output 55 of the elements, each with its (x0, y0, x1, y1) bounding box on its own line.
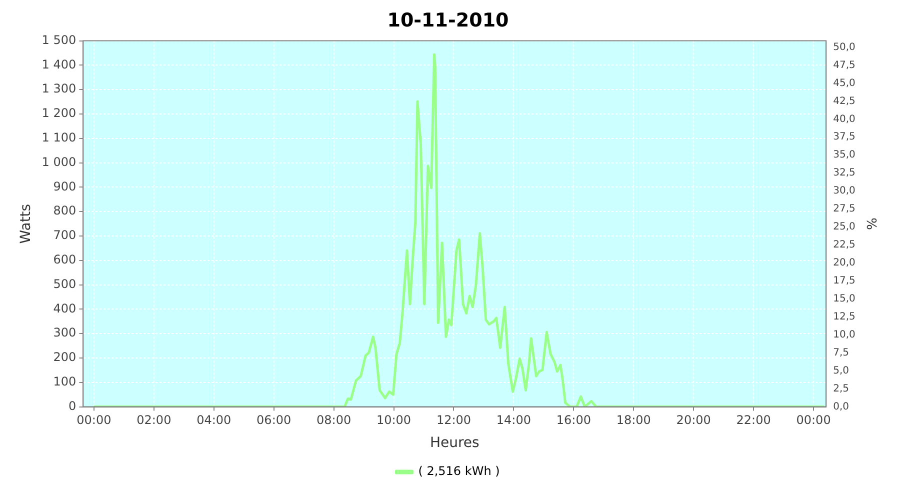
y-tick-label: 1 000 (42, 154, 76, 169)
y-tick-label: 700 (53, 228, 76, 242)
y2-tick-label: 10,0 (833, 329, 856, 340)
y2-tick-label: 5,0 (833, 365, 850, 376)
x-tick-label: 04:00 (196, 413, 232, 428)
y2-tick-label: 37,5 (833, 132, 856, 143)
y2-tick-label: 0,0 (833, 401, 850, 412)
x-axis-title: Heures (430, 435, 480, 452)
y2-tick-label: 22,5 (833, 240, 856, 251)
x-tick-label: 16:00 (556, 413, 591, 428)
y2-tick-label: 17,5 (833, 276, 856, 287)
y-axis-title: Watts (18, 204, 34, 244)
legend-label: ( 2,516 kWh ) (418, 464, 500, 478)
y-tick-label: 800 (53, 204, 76, 218)
y2-tick-label: 15,0 (833, 294, 856, 305)
y-tick-label: 600 (53, 252, 76, 267)
y-tick-label: 500 (53, 276, 76, 291)
x-tick-label: 10:00 (376, 413, 412, 428)
y-tick-label: 1 100 (42, 130, 76, 145)
y-tick-label: 200 (53, 350, 76, 364)
y2-tick-label: 45,0 (833, 78, 856, 89)
x-tick-label: 06:00 (256, 413, 292, 428)
x-tick-label: 14:00 (496, 413, 532, 428)
x-tick-label: 20:00 (676, 413, 711, 428)
y2-axis-title: % (862, 218, 878, 230)
x-tick-label: 12:00 (436, 413, 472, 428)
x-tick-label: 08:00 (316, 413, 352, 428)
chart-title: 10-11-2010 (387, 9, 509, 32)
x-tick-label: 00:00 (796, 413, 831, 428)
y-tick-label: 0 (68, 398, 76, 413)
y2-tick-label: 2,5 (833, 383, 850, 394)
y2-tick-label: 35,0 (833, 150, 856, 161)
y-tick-label: 400 (53, 301, 76, 316)
y2-tick-label: 12,5 (833, 312, 856, 323)
y2-tick-label: 40,0 (833, 114, 856, 125)
y2-tick-label: 20,0 (833, 258, 856, 269)
y2-tick-label: 30,0 (833, 186, 856, 197)
y2-tick-label: 27,5 (833, 204, 856, 215)
y2-tick-label: 25,0 (833, 222, 856, 233)
y-tick-label: 1 500 (42, 32, 76, 47)
y-tick-label: 1 400 (42, 57, 76, 72)
y-tick-label: 300 (53, 326, 76, 340)
y2-tick-label: 7,5 (833, 347, 850, 358)
x-tick-label: 00:00 (76, 413, 112, 428)
x-tick-label: 22:00 (736, 413, 771, 428)
y2-tick-label: 50,0 (833, 42, 856, 53)
y-tick-label: 900 (53, 179, 76, 194)
y-tick-label: 1 200 (42, 106, 76, 120)
y2-tick-label: 42,5 (833, 96, 856, 107)
x-tick-label: 18:00 (616, 413, 651, 428)
y2-tick-label: 47,5 (833, 60, 856, 71)
y2-tick-label: 32,5 (833, 168, 856, 179)
y-tick-label: 1 300 (42, 82, 76, 96)
x-tick-label: 02:00 (136, 413, 172, 428)
y-tick-label: 100 (53, 374, 76, 389)
